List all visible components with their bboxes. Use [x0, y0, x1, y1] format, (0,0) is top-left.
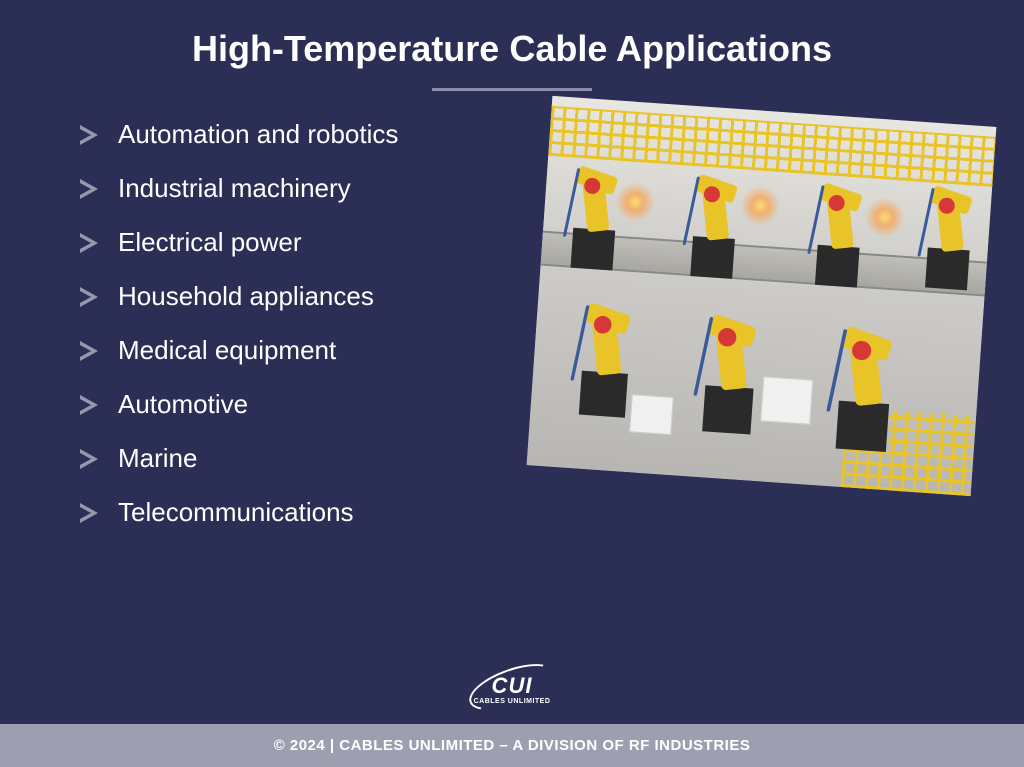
- chevron-icon: [80, 179, 98, 199]
- robot-arm-icon: [915, 167, 973, 290]
- robot-arm-icon: [680, 156, 738, 279]
- chevron-icon: [80, 503, 98, 523]
- chevron-icon: [80, 233, 98, 253]
- chevron-icon: [80, 395, 98, 415]
- factory-floor-illustration: [527, 96, 997, 496]
- list-item-label: Household appliances: [118, 281, 374, 312]
- welding-spark-icon: [739, 184, 782, 227]
- robot-arm-icon: [568, 282, 632, 418]
- content-area: Automation and robotics Industrial machi…: [0, 91, 1024, 669]
- chevron-icon: [80, 287, 98, 307]
- robot-arm-icon: [691, 293, 758, 435]
- welding-spark-icon: [863, 196, 906, 239]
- slide-title: High-Temperature Cable Applications: [0, 28, 1024, 70]
- list-item: Electrical power: [80, 227, 560, 258]
- list-item-label: Automation and robotics: [118, 119, 398, 150]
- list-item-label: Telecommunications: [118, 497, 354, 528]
- factory-image: [527, 96, 997, 496]
- logo-brand-text: CUI: [492, 673, 533, 699]
- list-item-label: Marine: [118, 443, 197, 474]
- welding-spark-icon: [614, 181, 657, 224]
- equipment-box: [629, 394, 674, 435]
- logo-subtext: CABLES UNLIMITED: [474, 698, 551, 705]
- chevron-icon: [80, 341, 98, 361]
- robot-arm-icon: [805, 164, 863, 287]
- chevron-icon: [80, 125, 98, 145]
- footer-bar: © 2024 | CABLES UNLIMITED – A DIVISION O…: [0, 724, 1024, 767]
- list-item-label: Electrical power: [118, 227, 302, 258]
- list-item: Marine: [80, 443, 560, 474]
- list-item: Household appliances: [80, 281, 560, 312]
- list-item-label: Medical equipment: [118, 335, 336, 366]
- robot-arm-icon: [561, 147, 619, 270]
- list-item-label: Industrial machinery: [118, 173, 351, 204]
- robot-arm-icon: [824, 304, 894, 452]
- chevron-icon: [80, 449, 98, 469]
- list-item: Telecommunications: [80, 497, 560, 528]
- equipment-box: [760, 376, 813, 424]
- applications-list: Automation and robotics Industrial machi…: [80, 119, 560, 669]
- logo-area: CUI CABLES UNLIMITED: [0, 669, 1024, 724]
- list-item: Automation and robotics: [80, 119, 560, 150]
- list-item-label: Automotive: [118, 389, 248, 420]
- list-item: Automotive: [80, 389, 560, 420]
- list-item: Industrial machinery: [80, 173, 560, 204]
- slide-container: High-Temperature Cable Applications Auto…: [0, 0, 1024, 767]
- company-logo: CUI CABLES UNLIMITED: [467, 669, 557, 707]
- list-item: Medical equipment: [80, 335, 560, 366]
- header: High-Temperature Cable Applications: [0, 0, 1024, 91]
- footer-text: © 2024 | CABLES UNLIMITED – A DIVISION O…: [274, 737, 751, 754]
